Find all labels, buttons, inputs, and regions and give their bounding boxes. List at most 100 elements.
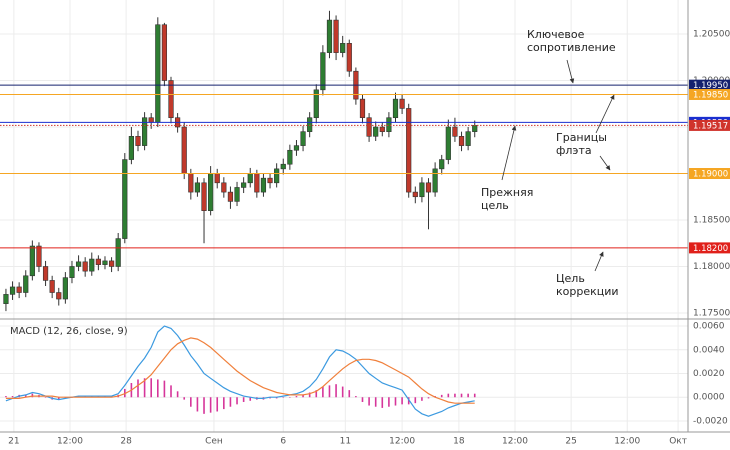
annotation: Цель xyxy=(556,272,585,285)
candle-body xyxy=(392,98,399,119)
y-tick-label: 1.17500 xyxy=(693,308,730,318)
histogram-bar xyxy=(203,397,205,414)
candle-body xyxy=(161,24,168,81)
candle-body xyxy=(221,182,227,193)
histogram-bar xyxy=(454,393,456,398)
candle-body xyxy=(274,168,280,184)
candle-body xyxy=(62,277,68,300)
histogram-bar xyxy=(137,379,139,398)
candle-body xyxy=(214,173,220,184)
histogram-bar xyxy=(473,393,476,398)
candle-body xyxy=(102,260,108,265)
candle-body xyxy=(42,266,49,281)
candle-body xyxy=(128,136,134,160)
histogram-bar xyxy=(57,397,60,400)
x-tick-label: 25 xyxy=(565,437,576,447)
histogram-bar xyxy=(143,378,146,398)
histogram-bar xyxy=(447,393,450,398)
candle-body xyxy=(452,126,458,137)
candle-body xyxy=(9,286,16,295)
x-tick-label: 12:00 xyxy=(614,437,640,447)
histogram-bar xyxy=(361,397,364,402)
price-label: 1.18200 xyxy=(693,244,728,254)
histogram-bar xyxy=(460,393,463,398)
price-label: 1.19950 xyxy=(693,81,728,91)
histogram-bar xyxy=(24,394,27,398)
candle-body xyxy=(208,173,214,211)
candle-body xyxy=(458,136,465,146)
candle-body xyxy=(75,261,82,267)
candle-body xyxy=(287,149,293,165)
histogram-bar xyxy=(322,386,324,398)
arrow xyxy=(599,155,611,171)
y-tick-label: 0.0020 xyxy=(693,369,725,379)
candle-body xyxy=(432,168,438,193)
x-tick-label: 12:00 xyxy=(57,437,83,447)
candle-body xyxy=(267,177,273,184)
candle-body xyxy=(95,258,101,265)
histogram-bar xyxy=(295,396,298,398)
histogram-bar xyxy=(388,397,390,407)
candle-body xyxy=(115,238,121,267)
candle-body xyxy=(155,24,161,123)
candle-body xyxy=(373,126,379,137)
price-label: 1.19517 xyxy=(693,121,728,131)
candle-body xyxy=(247,173,253,184)
histogram-bar xyxy=(163,380,166,398)
candle-body xyxy=(23,275,29,293)
candle-body xyxy=(29,245,35,277)
histogram-bar xyxy=(407,397,410,405)
candle-body xyxy=(141,117,148,146)
price-label-box xyxy=(689,119,730,131)
candle-body xyxy=(300,131,306,146)
candle-body xyxy=(168,80,174,119)
candle-body xyxy=(108,260,115,267)
arrow xyxy=(501,125,517,181)
histogram-bar xyxy=(157,379,159,398)
candle-body xyxy=(340,43,346,53)
candle-body xyxy=(188,173,194,193)
candle-body xyxy=(465,131,471,146)
candle-body xyxy=(472,125,478,132)
histogram-bar xyxy=(467,393,469,398)
y-tick-label: -0.0020 xyxy=(693,416,728,426)
histogram-bar xyxy=(348,390,351,398)
arrow xyxy=(595,94,615,134)
histogram-bar xyxy=(394,397,397,406)
histogram-bar xyxy=(282,397,285,398)
histogram-bar xyxy=(440,394,443,398)
candle-body xyxy=(439,159,445,170)
grid xyxy=(0,0,688,432)
histogram-bar xyxy=(341,386,344,398)
histogram-bar xyxy=(427,397,430,399)
candle-body xyxy=(313,89,319,119)
candle-body xyxy=(227,191,234,202)
macd-line xyxy=(5,325,475,417)
annotation: Прежняя xyxy=(481,186,533,199)
candle-body xyxy=(333,19,339,53)
candle-body xyxy=(254,173,260,193)
candle-body xyxy=(399,98,405,109)
candle-body xyxy=(241,182,247,188)
candle-body xyxy=(346,43,352,72)
histogram-bar xyxy=(374,397,377,407)
histogram-bar xyxy=(44,397,47,398)
candle-body xyxy=(234,187,240,202)
histogram-bar xyxy=(269,397,271,399)
price-label: 1.19850 xyxy=(693,90,728,100)
histogram-bar xyxy=(242,397,245,402)
histogram-bar xyxy=(11,396,14,398)
histogram-bar xyxy=(401,397,403,405)
price-label: 1.19000 xyxy=(693,170,728,180)
candle-body xyxy=(3,294,9,304)
candle-body xyxy=(445,126,451,160)
histogram-bar xyxy=(355,396,357,398)
histogram-bar xyxy=(196,397,199,412)
histogram-bar xyxy=(236,397,238,405)
macd-line xyxy=(5,337,475,404)
macd-title: MACD (12, 26, close, 9) xyxy=(10,326,128,337)
price-label-box xyxy=(689,242,730,254)
arrow xyxy=(594,251,604,272)
